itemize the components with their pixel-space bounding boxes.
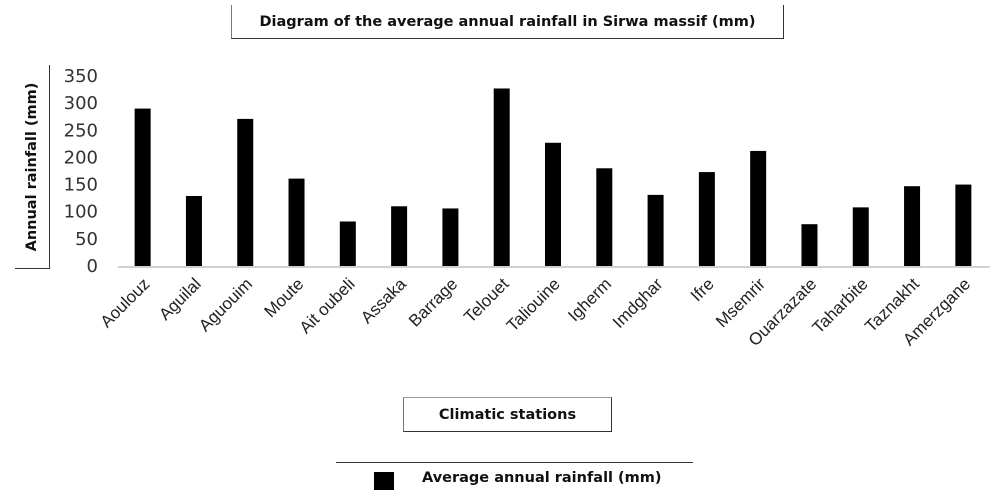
bar bbox=[391, 206, 408, 266]
x-tick-label: Assaka bbox=[357, 274, 410, 327]
bar bbox=[237, 118, 254, 266]
y-tick-label: 150 bbox=[64, 175, 98, 196]
x-axis-label: Climatic stations bbox=[403, 397, 612, 432]
y-axis-ticks: 0 50 100 150 200 250 300 350 bbox=[64, 66, 98, 277]
y-tick-label: 300 bbox=[64, 93, 98, 114]
x-tick-label: Barrage bbox=[405, 274, 461, 330]
x-tick-label: Taliouine bbox=[503, 274, 564, 335]
bar bbox=[442, 208, 459, 266]
y-tick-label: 200 bbox=[64, 147, 98, 168]
chart-title: Diagram of the average annual rainfall i… bbox=[231, 5, 784, 39]
x-tick-label: Aguouim bbox=[195, 274, 256, 335]
y-tick-label: 350 bbox=[64, 66, 98, 87]
bars bbox=[134, 88, 972, 266]
y-tick-label: 0 bbox=[87, 256, 98, 277]
bar bbox=[596, 168, 613, 266]
x-axis-label-text: Climatic stations bbox=[438, 406, 577, 423]
bar bbox=[185, 195, 202, 266]
bar bbox=[801, 224, 818, 266]
legend-swatch bbox=[374, 472, 394, 490]
legend: Average annual rainfall (mm) bbox=[336, 462, 693, 495]
bar bbox=[493, 88, 510, 266]
x-tick-label: Ifre bbox=[687, 274, 718, 305]
x-tick-label: Moute bbox=[261, 274, 308, 321]
bar bbox=[647, 194, 664, 266]
bar bbox=[288, 178, 305, 266]
bar bbox=[339, 221, 356, 266]
legend-label: Average annual rainfall (mm) bbox=[422, 470, 662, 486]
x-tick-label: Imdghar bbox=[609, 274, 667, 332]
y-tick-label: 100 bbox=[64, 202, 98, 223]
y-tick-label: 50 bbox=[75, 229, 98, 250]
x-tick-label: Aoulouz bbox=[97, 274, 154, 331]
bar bbox=[852, 207, 869, 266]
y-tick-label: 250 bbox=[64, 120, 98, 141]
bar bbox=[698, 172, 715, 266]
y-axis-label: Annual rainfall (mm) bbox=[15, 65, 50, 269]
bar bbox=[545, 142, 561, 266]
x-tick-label: Aguilal bbox=[155, 274, 205, 324]
bar bbox=[904, 186, 921, 266]
bar-chart-plot: 0 50 100 150 200 250 300 350 Aoulouz AguilalAguo… bbox=[64, 66, 990, 350]
x-tick-label: Taharbite bbox=[809, 274, 872, 337]
chart-title-text: Diagram of the average annual rainfall i… bbox=[259, 13, 756, 30]
bar bbox=[750, 150, 767, 266]
bar bbox=[955, 184, 972, 266]
x-tick-label: Ait oubeli bbox=[296, 274, 359, 337]
bar bbox=[134, 108, 151, 266]
x-tick-label: Igherm bbox=[564, 274, 615, 325]
